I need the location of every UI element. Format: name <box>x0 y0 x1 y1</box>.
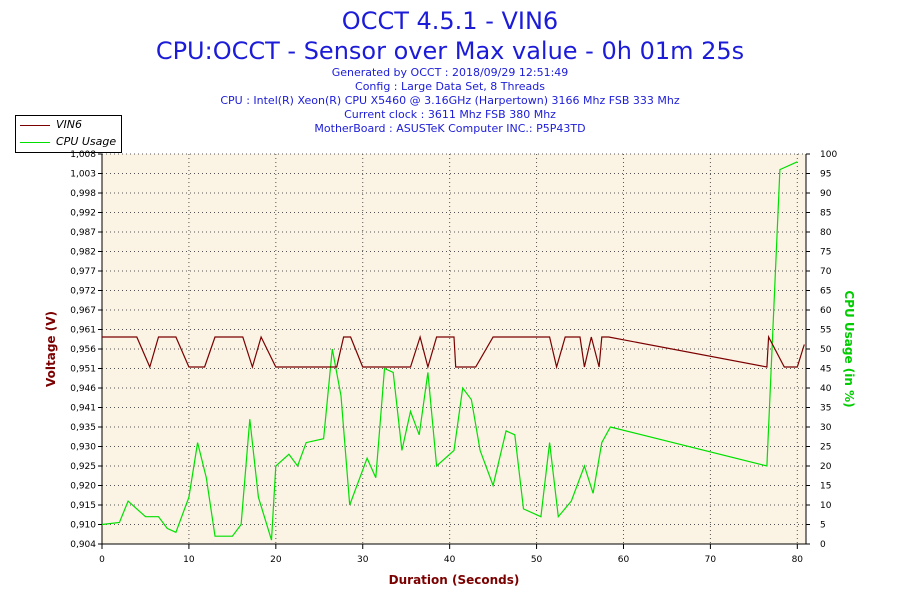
y2-tick-label: 65 <box>820 287 831 297</box>
y-tick-label: 0,915 <box>70 501 96 511</box>
info-config: Config : Large Data Set, 8 Threads <box>355 80 545 93</box>
info-generated: Generated by OCCT : 2018/09/29 12:51:49 <box>331 66 569 79</box>
y2-tick-label: 50 <box>820 345 832 355</box>
y-tick-label: 0,951 <box>70 365 96 375</box>
y-tick-label: 0,930 <box>70 443 96 453</box>
y2-tick-label: 70 <box>820 267 832 277</box>
y-tick-label: 1,008 <box>70 150 96 160</box>
x-tick-label: 20 <box>270 555 282 565</box>
x-tick-label: 70 <box>705 555 717 565</box>
info-clock: Current clock : 3611 Mhz FSB 380 Mhz <box>344 108 556 121</box>
y2-tick-label: 20 <box>820 462 832 472</box>
y2-tick-label: 30 <box>820 423 832 433</box>
chart-title: OCCT 4.5.1 - VIN6 <box>341 7 559 35</box>
y-tick-label: 0,992 <box>70 209 96 219</box>
y-tick-label: 0,946 <box>70 384 96 394</box>
y2-tick-label: 75 <box>820 248 831 258</box>
info-motherboard: MotherBoard : ASUSTeK Computer INC.: P5P… <box>314 122 586 135</box>
y2-tick-label: 90 <box>820 189 832 199</box>
y2-tick-label: 40 <box>820 384 832 394</box>
x-axis-title: Duration (Seconds) <box>389 573 520 587</box>
y2-tick-label: 85 <box>820 209 831 219</box>
legend-label-vin6: VIN6 <box>56 118 82 131</box>
y-tick-label: 0,967 <box>70 306 96 316</box>
x-tick-label: 0 <box>99 555 105 565</box>
y2-tick-label: 80 <box>820 228 832 238</box>
y2-tick-label: 5 <box>820 521 826 531</box>
y-tick-label: 0,972 <box>70 287 96 297</box>
x-tick-label: 80 <box>792 555 804 565</box>
y-tick-label: 0,920 <box>70 482 96 492</box>
x-tick-label: 40 <box>444 555 456 565</box>
y-tick-label: 0,935 <box>70 423 96 433</box>
y2-tick-label: 45 <box>820 365 831 375</box>
legend-item-vin6: VIN6 <box>20 118 82 132</box>
x-tick-label: 60 <box>618 555 630 565</box>
y-tick-label: 0,956 <box>70 345 96 355</box>
legend-label-cpu-usage: CPU Usage <box>56 135 117 148</box>
y-tick-label: 0,982 <box>70 248 96 258</box>
y2-tick-label: 60 <box>820 306 832 316</box>
y2-tick-label: 35 <box>820 404 831 414</box>
chart-legend: VIN6 CPU Usage <box>15 115 122 153</box>
y-tick-label: 0,941 <box>70 404 96 414</box>
y-tick-label: 0,910 <box>70 521 96 531</box>
y2-tick-label: 25 <box>820 443 831 453</box>
series-line-cpu-usage <box>101 161 798 541</box>
y-tick-label: 0,987 <box>70 228 96 238</box>
y-tick-label: 0,977 <box>70 267 96 277</box>
y2-tick-label: 100 <box>820 150 837 160</box>
y-tick-label: 0,961 <box>70 326 96 336</box>
chart-subtitle: CPU:OCCT - Sensor over Max value - 0h 01… <box>155 37 745 65</box>
y-tick-label: 0,998 <box>70 189 96 199</box>
x-tick-label: 30 <box>357 555 369 565</box>
y-tick-label: 0,925 <box>70 462 96 472</box>
y2-tick-label: 0 <box>820 540 826 550</box>
y-tick-label: 0,904 <box>70 540 96 550</box>
series-line-vin6 <box>102 334 805 370</box>
chart-header: OCCT 4.5.1 - VIN6 CPU:OCCT - Sensor over… <box>0 6 900 136</box>
y2-tick-label: 95 <box>820 170 831 180</box>
legend-swatch-cpu-usage <box>20 141 50 143</box>
y2-tick-label: 55 <box>820 326 831 336</box>
x-tick-label: 50 <box>531 555 543 565</box>
legend-swatch-vin6 <box>20 124 50 126</box>
y-axis-title-right: CPU Usage (in %) <box>842 290 856 407</box>
legend-item-cpu-usage: CPU Usage <box>20 135 116 149</box>
x-tick-label: 10 <box>183 555 195 565</box>
y-tick-label: 1,003 <box>70 170 96 180</box>
info-cpu: CPU : Intel(R) Xeon(R) CPU X5460 @ 3.16G… <box>220 94 680 107</box>
y2-tick-label: 10 <box>820 501 832 511</box>
y-axis-title-left: Voltage (V) <box>44 311 58 387</box>
y2-tick-label: 15 <box>820 482 831 492</box>
